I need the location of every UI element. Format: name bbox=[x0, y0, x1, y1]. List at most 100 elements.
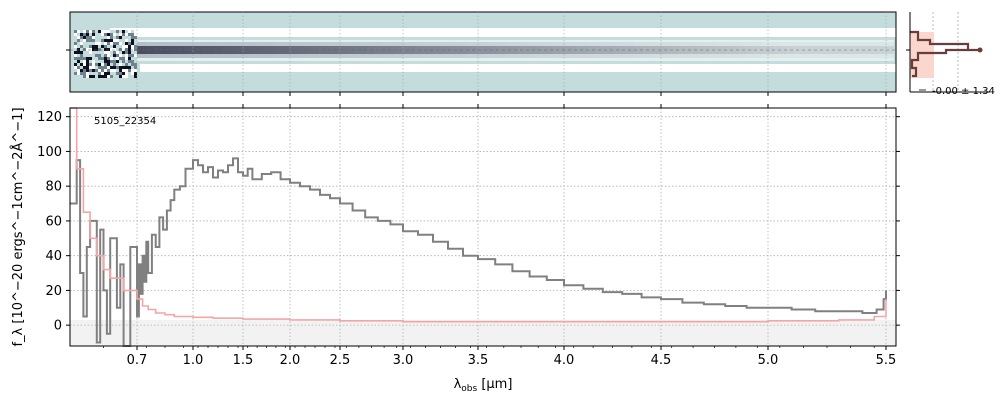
trace-pixel-wing bbox=[850, 54, 854, 58]
trace-pixel-wing bbox=[358, 42, 362, 46]
noise-pixel bbox=[80, 33, 83, 36]
noise-pixel bbox=[98, 48, 101, 51]
trace-pixel-wing bbox=[678, 42, 682, 46]
trace-pixel-wing bbox=[270, 54, 274, 58]
noise-pixel bbox=[113, 30, 116, 33]
noise-pixel bbox=[101, 75, 104, 78]
trace-pixel-wing bbox=[166, 42, 170, 46]
trace-pixel-wing bbox=[654, 42, 658, 46]
trace-pixel-wing bbox=[570, 54, 574, 58]
noise-pixel bbox=[116, 51, 119, 54]
trace-pixel-wing bbox=[450, 54, 454, 58]
noise-pixel bbox=[134, 54, 137, 57]
trace-pixel bbox=[678, 46, 682, 54]
noise-pixel bbox=[110, 60, 113, 63]
trace-pixel-wing bbox=[498, 42, 502, 46]
trace-pixel-wing bbox=[198, 42, 202, 46]
noise-pixel bbox=[125, 51, 128, 54]
noise-pixel bbox=[104, 48, 107, 51]
trace-pixel-wing bbox=[510, 54, 514, 58]
noise-pixel bbox=[113, 42, 116, 45]
trace-pixel-wing bbox=[662, 42, 666, 46]
trace-pixel-wing bbox=[154, 42, 158, 46]
noise-pixel bbox=[134, 39, 137, 42]
trace-pixel-wing bbox=[722, 42, 726, 46]
trace-pixel-wing bbox=[606, 54, 610, 58]
trace-pixel-wing bbox=[714, 42, 718, 46]
noise-pixel bbox=[122, 36, 125, 39]
trace-pixel-wing bbox=[478, 42, 482, 46]
trace-pixel-wing bbox=[598, 54, 602, 58]
trace-pixel-wing bbox=[890, 42, 894, 46]
noise-pixel bbox=[119, 42, 122, 45]
noise-pixel bbox=[116, 63, 119, 66]
noise-pixel bbox=[125, 75, 128, 78]
trace-pixel bbox=[162, 46, 166, 54]
y-tick-label: 120 bbox=[37, 110, 62, 125]
trace-pixel-wing bbox=[266, 54, 270, 58]
trace-pixel-wing bbox=[310, 54, 314, 58]
noise-pixel bbox=[134, 42, 137, 45]
trace-pixel-wing bbox=[846, 42, 850, 46]
trace-pixel-wing bbox=[750, 42, 754, 46]
trace-pixel bbox=[582, 46, 586, 54]
noise-pixel bbox=[95, 36, 98, 39]
noise-pixel bbox=[95, 51, 98, 54]
noise-pixel bbox=[74, 66, 77, 69]
noise-pixel bbox=[101, 36, 104, 39]
trace-pixel bbox=[846, 46, 850, 54]
noise-pixel bbox=[92, 75, 95, 78]
trace-pixel-wing bbox=[514, 42, 518, 46]
trace-pixel-wing bbox=[282, 54, 286, 58]
trace-pixel-wing bbox=[274, 42, 278, 46]
noise-pixel bbox=[119, 45, 122, 48]
trace-pixel bbox=[834, 46, 838, 54]
trace-pixel bbox=[414, 46, 418, 54]
noise-pixel bbox=[77, 72, 80, 75]
trace-pixel-wing bbox=[626, 42, 630, 46]
trace-pixel bbox=[750, 46, 754, 54]
trace-pixel-wing bbox=[630, 42, 634, 46]
noise-pixel bbox=[116, 60, 119, 63]
y-tick-label: 100 bbox=[37, 145, 62, 160]
trace-pixel-wing bbox=[398, 54, 402, 58]
trace-pixel-wing bbox=[746, 42, 750, 46]
y-axis: 0 20 40 60 80 100 120 bbox=[37, 110, 900, 334]
trace-pixel-wing bbox=[546, 54, 550, 58]
noise-pixel bbox=[83, 45, 86, 48]
trace-pixel-wing bbox=[330, 42, 334, 46]
trace-pixel bbox=[450, 46, 454, 54]
noise-pixel bbox=[116, 39, 119, 42]
trace-pixel bbox=[774, 46, 778, 54]
noise-pixel bbox=[86, 42, 89, 45]
trace-pixel-wing bbox=[194, 54, 198, 58]
noise-pixel bbox=[98, 60, 101, 63]
noise-pixel bbox=[83, 39, 86, 42]
noise-pixel bbox=[101, 63, 104, 66]
trace-pixel-wing bbox=[434, 42, 438, 46]
trace-pixel-wing bbox=[210, 42, 214, 46]
noise-pixel bbox=[104, 33, 107, 36]
noise-pixel bbox=[83, 51, 86, 54]
trace-pixel-wing bbox=[246, 54, 250, 58]
trace-pixel-wing bbox=[378, 54, 382, 58]
noise-pixel bbox=[134, 48, 137, 51]
spectrum-1d-panel: 0.7 1.0 1.5 2.0 2.5 3.0 3.5 4.0 4.5 5.0 5.5 0 20 40 6… bbox=[10, 104, 900, 394]
noise-pixel bbox=[104, 30, 107, 33]
noise-pixel bbox=[92, 63, 95, 66]
noise-pixel bbox=[89, 51, 92, 54]
trace-pixel-wing bbox=[878, 54, 882, 58]
noise-pixel bbox=[122, 33, 125, 36]
trace-pixel-wing bbox=[222, 42, 226, 46]
noise-pixel bbox=[131, 30, 134, 33]
plot-frame bbox=[69, 107, 897, 347]
trace-pixel-wing bbox=[622, 42, 626, 46]
noise-pixel bbox=[125, 54, 128, 57]
noise-pixel bbox=[113, 66, 116, 69]
object-id-annotation: 5105_22354 bbox=[94, 116, 156, 127]
noise-pixel bbox=[77, 66, 80, 69]
trace-pixel-wing bbox=[814, 42, 818, 46]
noise-pixel bbox=[134, 63, 137, 66]
trace-pixel bbox=[618, 46, 622, 54]
noise-pixel bbox=[125, 48, 128, 51]
